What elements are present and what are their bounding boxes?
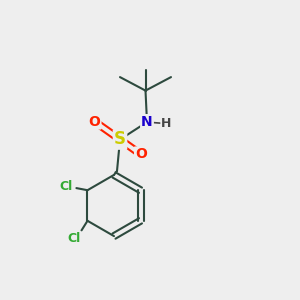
Text: H: H [161, 117, 172, 130]
Text: O: O [88, 115, 101, 128]
Text: N: N [141, 115, 153, 129]
Text: O: O [135, 148, 147, 161]
Text: Cl: Cl [59, 180, 73, 193]
Text: Cl: Cl [68, 232, 81, 245]
Text: S: S [114, 130, 126, 148]
